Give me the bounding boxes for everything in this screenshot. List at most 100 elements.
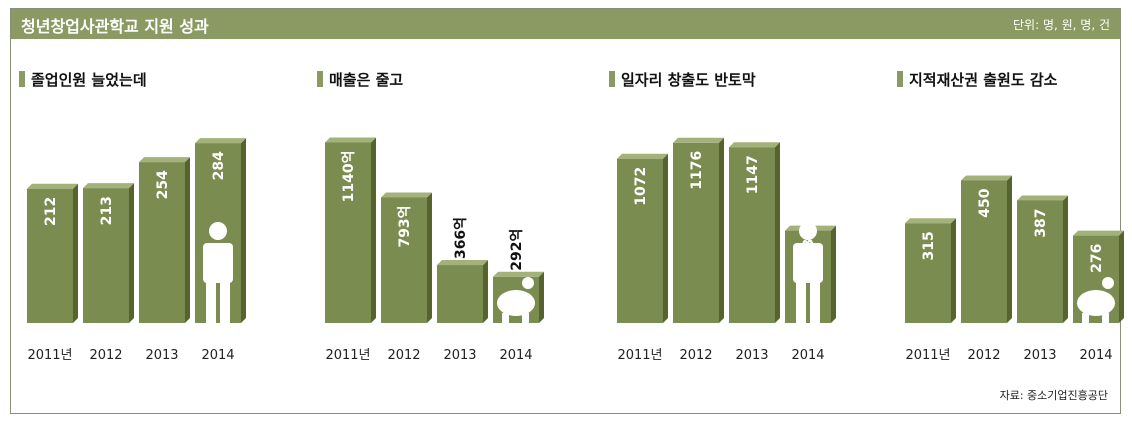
bar bbox=[27, 183, 78, 323]
bar-side bbox=[1119, 230, 1124, 323]
category-label: 2012 bbox=[89, 348, 122, 363]
chart-panel-revenue: 매출은 줄고 1140억 2011년 793억 2012 366억 2013 292억 201… bbox=[309, 39, 589, 379]
source-note: 자료: 중소기업진흥공단 bbox=[999, 389, 1108, 402]
bar bbox=[673, 137, 724, 323]
category-label: 2014 bbox=[791, 348, 824, 363]
bar-top bbox=[1073, 230, 1124, 236]
category-label: 2011년 bbox=[617, 348, 662, 363]
bar-front bbox=[139, 162, 185, 323]
bar-top bbox=[961, 175, 1012, 181]
category-label: 2012 bbox=[679, 348, 712, 363]
category-label: 2014 bbox=[201, 348, 234, 363]
category-label: 2012 bbox=[967, 348, 1000, 363]
chart-title-text: 졸업인원 늘었는데 bbox=[31, 71, 147, 89]
category-label: 2014 bbox=[499, 348, 532, 363]
bar-value-label: 212 bbox=[43, 197, 59, 226]
bar-side bbox=[1063, 195, 1068, 323]
bar-top bbox=[27, 183, 78, 189]
bar-value-label: 292억 bbox=[509, 229, 525, 271]
category-label: 2013 bbox=[1023, 348, 1056, 363]
bar-side bbox=[719, 137, 724, 323]
page-title: 청년창업사관학교 지원 성과 bbox=[21, 17, 209, 36]
bar bbox=[729, 142, 780, 323]
bar-side bbox=[951, 218, 956, 323]
bar-chart-ip: 315 2011년 450 2012 387 2013 276 2014 bbox=[905, 175, 1124, 363]
bar-value-label: 276 bbox=[1089, 244, 1105, 273]
bar-front bbox=[437, 265, 483, 323]
bar-top bbox=[195, 138, 246, 144]
piggy-bank-icon bbox=[497, 277, 535, 323]
bar-front bbox=[961, 180, 1007, 323]
chart-title: 지적재산권 출원도 감소 bbox=[897, 69, 1057, 90]
bar bbox=[83, 183, 134, 323]
bar-front bbox=[1017, 200, 1063, 323]
bar-value-label: 213 bbox=[99, 196, 115, 225]
category-label: 2011년 bbox=[27, 348, 72, 363]
person-icon bbox=[793, 222, 823, 323]
bar-side bbox=[483, 260, 488, 323]
bar bbox=[905, 218, 956, 323]
bar-value-label: 793억 bbox=[397, 205, 413, 247]
bar-top bbox=[673, 137, 724, 143]
bar-front bbox=[381, 197, 427, 323]
bar-side bbox=[1007, 175, 1012, 323]
bar-top bbox=[617, 153, 668, 159]
title-marker bbox=[317, 71, 323, 87]
bar-side bbox=[539, 271, 544, 323]
bar-side bbox=[371, 137, 376, 323]
bar bbox=[961, 175, 1012, 323]
category-label: 2014 bbox=[1079, 348, 1112, 363]
chart-panel-ip: 지적재산권 출원도 감소 315 2011년 450 2012 387 2013 276 20… bbox=[889, 39, 1124, 379]
bar-top bbox=[381, 192, 432, 198]
chart-title-text: 지적재산권 출원도 감소 bbox=[909, 71, 1058, 89]
bar-side bbox=[775, 142, 780, 323]
category-label: 2012 bbox=[387, 348, 420, 363]
bar-side bbox=[185, 157, 190, 323]
bar bbox=[437, 260, 488, 323]
bar-value-label: 450 bbox=[977, 188, 993, 217]
bar-top bbox=[1017, 195, 1068, 201]
bar-side bbox=[831, 225, 836, 323]
bar-top bbox=[493, 271, 544, 277]
chart-title: 매출은 줄고 bbox=[317, 69, 403, 90]
bar-value-label: 284 bbox=[211, 151, 227, 180]
category-label: 2011년 bbox=[905, 348, 950, 363]
bar-top bbox=[139, 157, 190, 163]
bar bbox=[617, 153, 668, 323]
bar-top bbox=[729, 142, 780, 148]
bar-side bbox=[663, 153, 668, 323]
bar bbox=[1017, 195, 1068, 323]
bar bbox=[139, 157, 190, 323]
chart-title: 일자리 창출도 반토막 bbox=[609, 69, 756, 90]
bar-front bbox=[673, 142, 719, 323]
bar-value-label: 366억 bbox=[453, 217, 469, 259]
bar-side bbox=[427, 192, 432, 323]
bar-value-label: 387 bbox=[1033, 208, 1049, 237]
title-marker bbox=[19, 71, 25, 87]
infographic-frame: 청년창업사관학교 지원 성과 단위: 명, 원, 명, 건 졸업인원 늘었는데 … bbox=[10, 8, 1124, 414]
bar bbox=[195, 138, 246, 323]
bar-chart-jobs: 10722011년11762012114720136032014 bbox=[617, 137, 836, 363]
bar-front bbox=[617, 158, 663, 323]
chart-title-text: 매출은 줄고 bbox=[329, 71, 404, 89]
bar bbox=[381, 192, 432, 323]
chart-title-text: 일자리 창출도 반토막 bbox=[621, 71, 756, 89]
category-label: 2011년 bbox=[325, 348, 370, 363]
bar bbox=[325, 137, 376, 323]
bar-value-label: 315 bbox=[921, 231, 937, 260]
category-label: 2013 bbox=[145, 348, 178, 363]
chart-panel-jobs: 일자리 창출도 반토막 10722011년1176201211472013603… bbox=[601, 39, 881, 379]
title-marker bbox=[897, 71, 903, 87]
bar-value-label: 1147 bbox=[745, 155, 761, 194]
bar-top bbox=[905, 218, 956, 224]
category-label: 2013 bbox=[735, 348, 768, 363]
bar-chart-revenue: 1140억 2011년 793억 2012 366억 2013 292억 2014 bbox=[325, 137, 544, 363]
bar-front bbox=[325, 142, 371, 323]
bar-top bbox=[83, 183, 134, 189]
bar-front bbox=[729, 147, 775, 323]
bar-value-label: 1072 bbox=[633, 167, 649, 206]
category-label: 2013 bbox=[443, 348, 476, 363]
bar-front bbox=[83, 188, 129, 323]
bar-front bbox=[905, 223, 951, 323]
header-bar: 청년창업사관학교 지원 성과 단위: 명, 원, 명, 건 bbox=[11, 9, 1120, 39]
